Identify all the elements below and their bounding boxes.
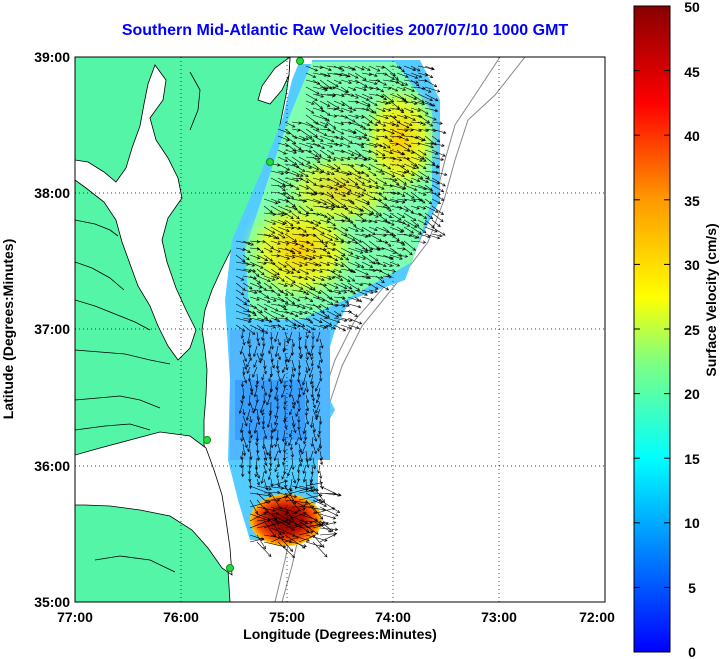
x-axis-label: Longitude (Degrees:Minutes) [243,626,437,642]
x-axis: 77:00 76:00 75:00 74:00 73:00 72:00 Long… [57,609,615,642]
delaware-bay [257,57,291,105]
grid-lines [75,57,605,602]
colorbar-tick-label: 10 [684,515,700,531]
radar-station-marker [203,436,211,444]
x-tick-label: 75:00 [269,609,305,625]
x-tick-label: 77:00 [57,609,93,625]
y-axis-label: Latitude (Degrees:Minutes) [0,239,16,419]
map-title: Southern Mid-Atlantic Raw Velocities 200… [121,22,569,39]
x-tick-label: 73:00 [481,609,517,625]
y-tick-label: 38:00 [34,185,70,201]
x-tick-label: 72:00 [579,609,615,625]
y-tick-label: 39:00 [34,49,70,65]
rivers [75,71,201,573]
y-tick-label: 37:00 [34,321,70,337]
colorbar-tick-label: 40 [684,128,700,144]
velocity-field [225,57,440,546]
y-tick-label: 36:00 [34,458,70,474]
y-tick-label: 35:00 [34,594,70,610]
colorbar: 50 45 40 35 30 25 20 15 10 5 0 Surface V… [633,0,719,659]
vector-arrows [235,65,448,559]
chesapeake-bay [75,64,197,361]
x-tick-label: 74:00 [375,609,411,625]
y-axis: 39:00 38:00 37:00 36:00 35:00 Latitude (… [0,49,70,610]
plot-frame [74,56,606,603]
current-vectors [235,65,448,559]
colorbar-tick-label: 5 [688,580,696,596]
pamlico-sound [75,431,233,576]
radar-station-marker [296,57,304,65]
colorbar-tick-label: 30 [684,257,700,273]
radar-station-marker [226,564,234,572]
x-tick-label: 76:00 [163,609,199,625]
colorbar-tick-label: 25 [684,322,700,338]
colorbar-tick-label: 15 [684,451,700,467]
radar-stations [203,57,304,572]
plot-area [75,57,605,602]
colorbar-tick-label: 20 [684,386,700,402]
colorbar-tick-label: 50 [684,0,700,15]
colorbar-label: Surface Velocity (cm/s) [703,223,719,376]
colorbar-tick-label: 45 [684,64,700,80]
colorbar-tick-label: 35 [684,193,700,209]
colorbar-tick-label: 0 [688,644,696,659]
radar-station-marker [266,158,274,166]
